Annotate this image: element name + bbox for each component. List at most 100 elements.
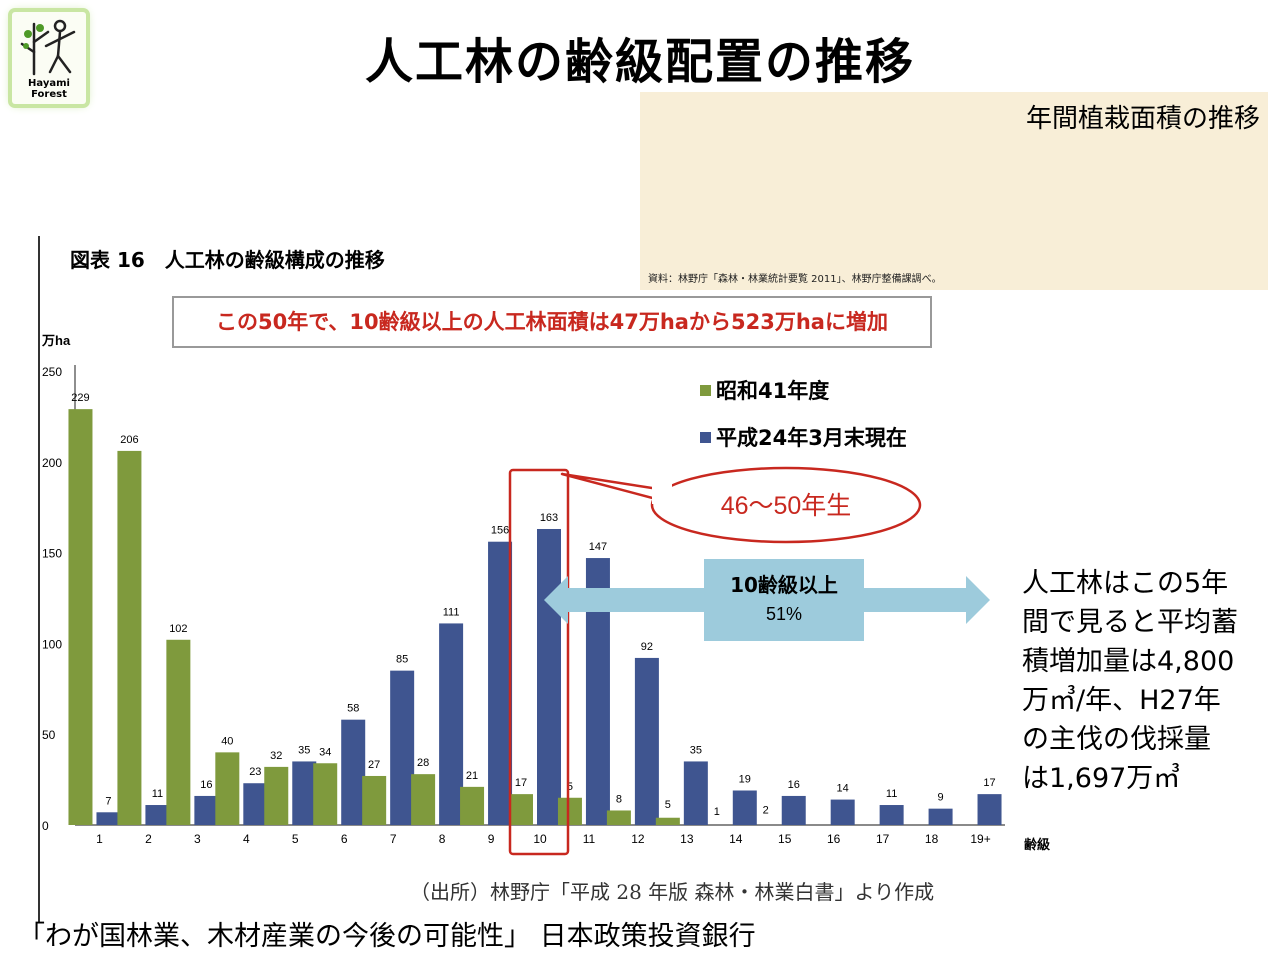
bar-showa41 <box>606 810 631 825</box>
arrow-label-line2: 51% <box>766 604 802 624</box>
bar-heisei24 <box>781 795 806 825</box>
bar-heisei24 <box>390 670 415 825</box>
bar-showa41 <box>313 763 338 825</box>
bar-heisei24 <box>96 812 121 825</box>
bar-showa41 <box>557 797 582 825</box>
legend-label-heisei24: 平成24年3月末現在 <box>716 426 907 450</box>
bar-label-showa41: 102 <box>169 623 187 635</box>
bar-heisei24 <box>732 790 757 825</box>
x-tick-label: 8 <box>439 832 446 846</box>
bar-label-heisei24: 147 <box>589 541 607 553</box>
bar-label-showa41: 34 <box>319 746 331 758</box>
logo-text: Hayami Forest <box>28 78 70 100</box>
x-tick-label: 13 <box>680 832 694 846</box>
arrow-label-line1: 10齢級以上 <box>730 573 838 597</box>
x-tick-label: 18 <box>925 832 939 846</box>
x-tick-label: 10 <box>533 832 547 846</box>
y-tick-label: 50 <box>42 728 56 742</box>
bar-label-heisei24: 85 <box>396 654 408 666</box>
x-tick-label: 5 <box>292 832 299 846</box>
inset-title: 年間植栽面積の推移 <box>1025 104 1260 134</box>
bar-label-showa41: 8 <box>616 793 622 805</box>
bar-showa41 <box>166 639 191 825</box>
bar-heisei24 <box>683 761 708 825</box>
bar-label-heisei24: 14 <box>837 783 849 795</box>
bar-heisei24 <box>879 805 904 825</box>
right-note-line: は1,697万㎥ <box>1022 763 1181 794</box>
y-tick-label: 200 <box>42 456 62 470</box>
bar-label-showa41: 2 <box>763 804 769 816</box>
bar-label-showa41: 206 <box>120 434 138 446</box>
bar-label-heisei24: 35 <box>298 744 310 756</box>
legend-label-showa41: 昭和41年度 <box>716 379 829 403</box>
bar-label-heisei24: 163 <box>540 512 558 524</box>
callout-pointer <box>560 472 667 502</box>
bar-label-heisei24: 23 <box>249 766 261 778</box>
x-tick-label: 16 <box>827 832 841 846</box>
callout-bubble <box>650 466 922 544</box>
bar-label-showa41: 21 <box>466 770 478 782</box>
callout-joint <box>652 484 672 504</box>
bar-label-heisei24: 16 <box>200 779 212 791</box>
right-note-line: 間で見ると平均蓄 <box>1022 607 1238 638</box>
forest-figure-icon <box>20 19 76 76</box>
bar-label-heisei24: 156 <box>491 525 509 537</box>
bar-label-heisei24: 7 <box>105 795 111 807</box>
bar-label-heisei24: 11 <box>886 788 897 800</box>
bar-heisei24 <box>488 541 513 825</box>
y-tick-label: 250 <box>42 365 62 379</box>
bar-showa41 <box>264 766 289 825</box>
y-tick-label: 100 <box>42 637 62 651</box>
bar-label-heisei24: 58 <box>347 703 359 715</box>
bar-showa41 <box>460 786 485 825</box>
highlight-box: この50年で、10齢級以上の人工林面積は47万haから523万haに増加 <box>172 296 932 348</box>
x-axis-label: 齢級 <box>1024 837 1050 853</box>
y-tick-label: 150 <box>42 547 62 561</box>
bottom-reference: 「わが国林業、木材産業の今後の可能性」 日本政策投資銀行 <box>18 921 756 952</box>
right-note-line: 万㎥/年、H27年 <box>1022 685 1221 716</box>
bar-heisei24 <box>145 805 170 825</box>
bar-heisei24 <box>439 623 464 825</box>
main-source: （出所）林野庁「平成 28 年版 森林・林業白書」より作成 <box>410 880 935 904</box>
bar-heisei24 <box>537 528 561 825</box>
main-chart: 万ha0501001502002502297120611210216340234… <box>41 333 1050 856</box>
x-tick-label: 15 <box>778 832 792 846</box>
bar-label-heisei24: 19 <box>739 773 751 785</box>
bar-heisei24 <box>634 657 659 825</box>
x-tick-label: 7 <box>390 832 397 846</box>
frame-line <box>38 236 40 922</box>
bar-showa41 <box>117 450 142 825</box>
bar-label-showa41: 32 <box>270 750 282 762</box>
bar-showa41 <box>215 752 240 825</box>
inset-source: 資料：林野庁「森林・林業統計要覧 2011」、林野庁整備課調べ。 <box>648 274 942 285</box>
bar-showa41 <box>68 409 93 825</box>
bar-showa41 <box>411 774 436 825</box>
right-note-line: の主伐の伐採量 <box>1022 724 1211 755</box>
inset-panel: 年間植栽面積の推移 資料：林野庁「森林・林業統計要覧 2011」、林野庁整備課調… <box>640 92 1268 290</box>
bar-label-showa41: 40 <box>221 735 233 747</box>
bar-label-showa41: 28 <box>417 757 429 769</box>
x-tick-label: 3 <box>194 832 201 846</box>
bar-label-showa41: 229 <box>71 392 89 404</box>
x-tick-label: 11 <box>583 832 596 846</box>
legend-swatch-showa41 <box>700 385 711 396</box>
bar-heisei24 <box>243 783 268 825</box>
y-axis-label: 万ha <box>41 333 71 348</box>
bar-label-showa41: 27 <box>368 759 380 771</box>
bar-label-heisei24: 35 <box>690 744 702 756</box>
bar-heisei24 <box>928 808 953 825</box>
x-tick-label: 14 <box>729 832 743 846</box>
hayami-forest-logo: Hayami Forest <box>12 12 86 104</box>
bar-showa41 <box>509 794 533 825</box>
x-tick-label: 1 <box>96 832 103 846</box>
right-note-line: 人工林はこの5年 <box>1022 568 1229 599</box>
bar-label-heisei24: 9 <box>938 792 944 804</box>
x-tick-label: 17 <box>876 832 890 846</box>
bar-heisei24 <box>341 719 366 825</box>
slide-title: 人工林の齢級配置の推移 <box>364 34 915 90</box>
figure-heading: 図表 16 人工林の齢級構成の推移 <box>70 248 385 272</box>
legend-swatch-heisei24 <box>700 432 711 443</box>
bar-heisei24 <box>292 761 317 825</box>
right-note: 人工林はこの5年 間で見ると平均蓄 積増加量は4,800 万㎥/年、H27年 の… <box>1022 564 1278 798</box>
bar-label-showa41: 5 <box>665 799 671 811</box>
